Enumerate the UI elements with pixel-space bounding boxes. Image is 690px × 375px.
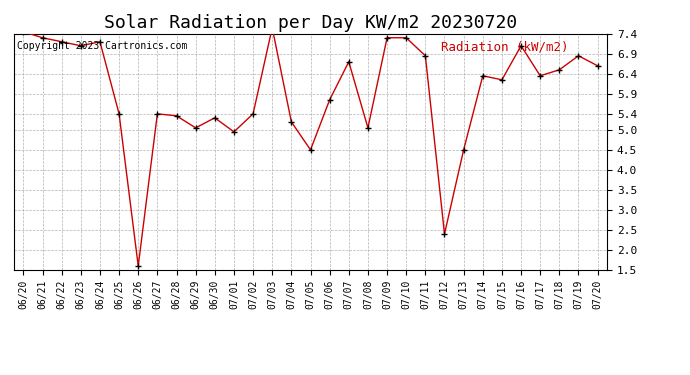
Text: Radiation (kW/m2): Radiation (kW/m2): [441, 41, 569, 54]
Title: Solar Radiation per Day KW/m2 20230720: Solar Radiation per Day KW/m2 20230720: [104, 14, 517, 32]
Text: Copyright 2023 Cartronics.com: Copyright 2023 Cartronics.com: [17, 41, 187, 51]
